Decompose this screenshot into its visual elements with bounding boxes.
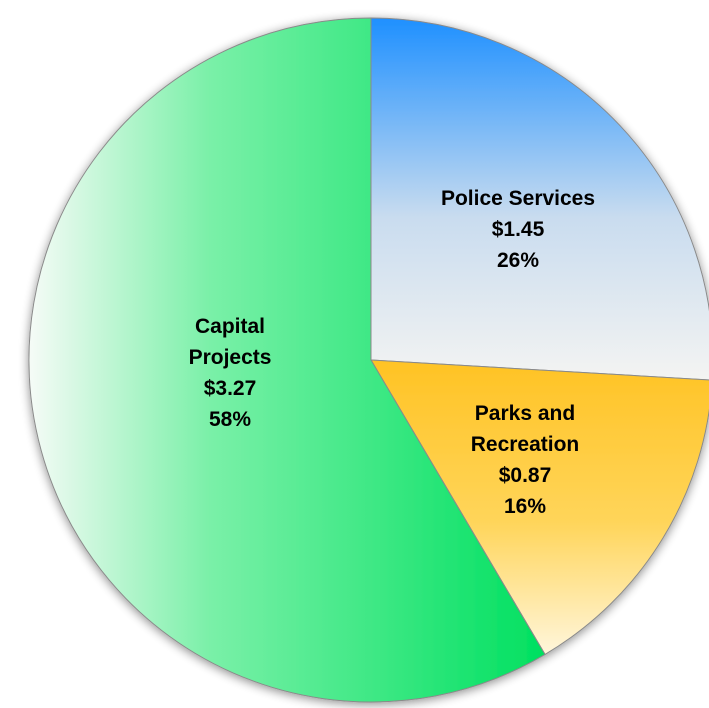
slice-percent-label: 58% [209, 408, 251, 431]
slice-category-label: Projects [189, 346, 272, 369]
slice-label-parks-and-recreation: Parks and Recreation $0.87 16% [471, 402, 580, 518]
slice-category-label: Recreation [471, 433, 580, 456]
slice-category-label: Police Services [441, 187, 595, 210]
slice-value-label: $3.27 [204, 377, 257, 400]
pie-group [28, 17, 709, 703]
slice-label-police-services: Police Services $1.45 26% [441, 187, 595, 272]
slice-value-label: $1.45 [492, 218, 545, 241]
pie-slice-capital-projects [28, 17, 546, 703]
slice-value-label: $0.87 [499, 464, 552, 487]
slice-category-label: Parks and [475, 402, 575, 425]
slice-label-capital-projects: Capital Projects $3.27 58% [189, 315, 272, 431]
slice-percent-label: 16% [504, 495, 546, 518]
slice-percent-label: 26% [497, 249, 539, 272]
slice-category-label: Capital [195, 315, 265, 338]
pie-slice-parks-and-recreation [370, 359, 709, 656]
label-group: Police Services $1.45 26% Parks and Recreati… [189, 187, 595, 518]
